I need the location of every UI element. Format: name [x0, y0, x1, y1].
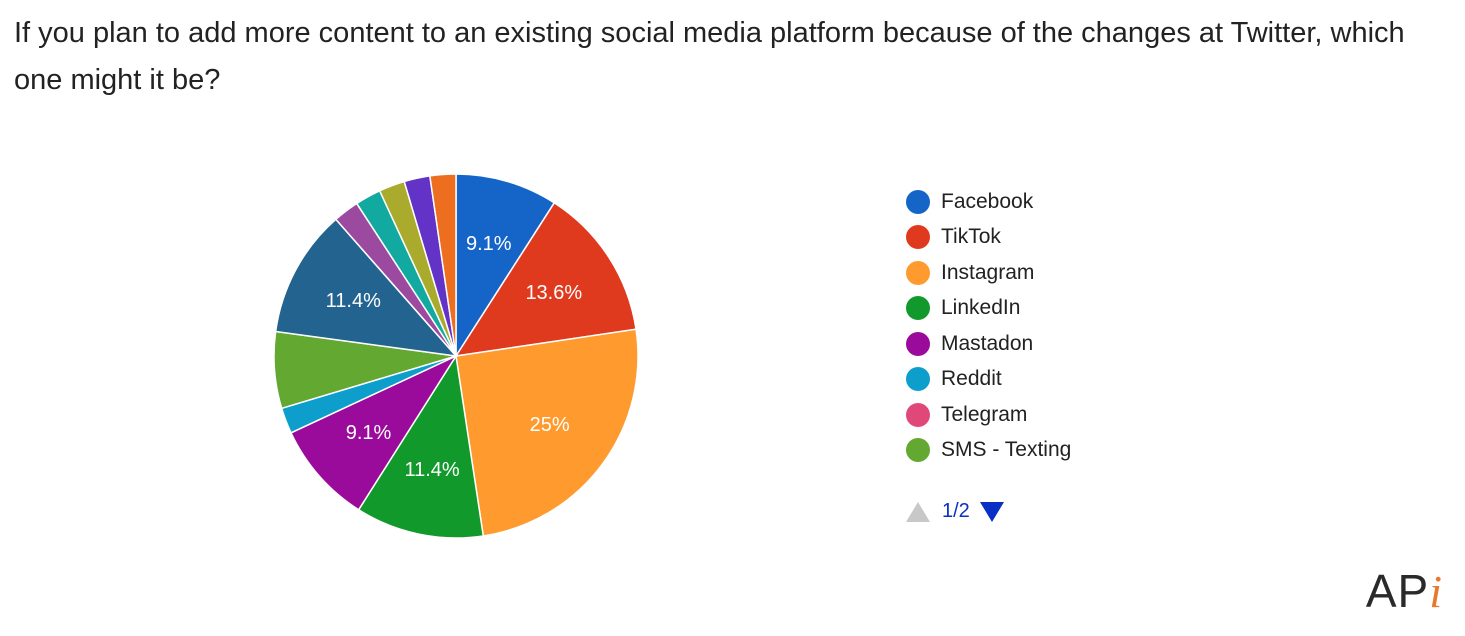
pie-slice-mastadon[interactable]: [290, 354, 459, 511]
pie-slice-linkedin[interactable]: [357, 353, 485, 539]
legend-swatch: [906, 189, 930, 214]
triangle-up-icon[interactable]: [906, 501, 930, 522]
pie-slice-tiktok[interactable]: [454, 201, 637, 357]
legend-swatch: [906, 402, 930, 427]
legend-item-reddit[interactable]: Reddit: [906, 362, 1071, 398]
page-indicator: 1/2: [942, 500, 970, 522]
legend-label: TikTok: [941, 225, 1001, 249]
pie-slice-13[interactable]: [428, 173, 457, 357]
pie-slice-facebook[interactable]: [455, 173, 556, 359]
slice-data-label: 13.6%: [525, 282, 582, 304]
legend-label: SMS - Texting: [941, 438, 1072, 462]
legend-item-facebook[interactable]: Facebook: [906, 184, 1071, 220]
legend-label: LinkedIn: [941, 296, 1021, 320]
api-logo: APi: [1365, 565, 1443, 617]
pie-slice-instagram[interactable]: [455, 328, 639, 537]
slice-data-label: 9.1%: [346, 422, 392, 444]
legend-label: Instagram: [941, 260, 1035, 284]
legend-item-telegram[interactable]: Telegram: [906, 397, 1071, 433]
slice-data-label: 11.4%: [404, 459, 459, 481]
legend-swatch: [906, 225, 930, 250]
legend-item-tiktok[interactable]: TikTok: [906, 220, 1071, 256]
legend-swatch: [906, 331, 930, 356]
legend: Facebook TikTok Instagram LinkedIn Mastadon R…: [906, 184, 1071, 468]
legend-item-sms-texting[interactable]: SMS - Texting: [906, 433, 1071, 469]
legend-swatch: [906, 438, 930, 463]
legend-swatch: [906, 260, 930, 285]
legend-label: Facebook: [941, 189, 1034, 213]
legend-item-instagram[interactable]: Instagram: [906, 255, 1071, 291]
pie-slice-8[interactable]: [274, 218, 458, 358]
legend-swatch: [906, 367, 930, 392]
legend-swatch: [906, 296, 930, 321]
legend-item-linkedin[interactable]: LinkedIn: [906, 291, 1071, 327]
slice-data-label: 9.1%: [466, 233, 512, 255]
slice-data-label: 11.4%: [326, 290, 381, 312]
triangle-down-icon[interactable]: [979, 501, 1004, 522]
chart-title: If you plan to add more content to an ex…: [14, 17, 1405, 96]
legend-item-mastadon[interactable]: Mastadon: [906, 326, 1071, 362]
slice-data-label: 25%: [530, 414, 570, 436]
legend-label: Telegram: [941, 402, 1028, 426]
legend-pager: 1/2: [906, 500, 1004, 523]
legend-label: Reddit: [941, 367, 1002, 391]
legend-label: Mastadon: [941, 331, 1034, 355]
